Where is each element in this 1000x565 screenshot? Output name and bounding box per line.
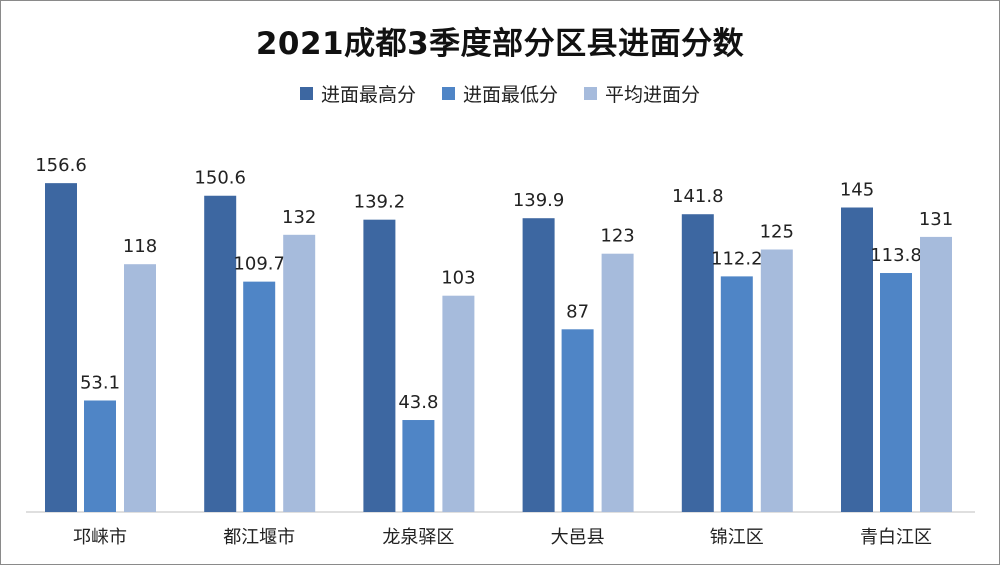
data-label-5-2: 131 xyxy=(919,209,953,230)
category-label-0: 邛崃市 xyxy=(73,527,127,548)
chart-title: 2021成都3季度部分区县进面分数 xyxy=(255,26,745,62)
bar-0-2 xyxy=(124,264,156,512)
legend-label-max: 进面最高分 xyxy=(320,84,416,106)
bar-2-1 xyxy=(402,420,435,512)
category-label-3: 大邑县 xyxy=(551,527,605,548)
data-label-4-1: 112.2 xyxy=(711,248,763,269)
legend-item-max: 进面最高分 xyxy=(299,80,416,107)
category-label-1: 都江堰市 xyxy=(223,527,295,548)
legend-swatch-max xyxy=(299,87,313,100)
data-label-2-0: 139.2 xyxy=(354,192,406,213)
bar-3-0 xyxy=(522,218,555,512)
bar-1-2 xyxy=(283,234,316,513)
bar-1-0 xyxy=(204,195,237,513)
data-label-1-1: 109.7 xyxy=(233,254,285,275)
bar-4-0 xyxy=(681,214,714,512)
data-label-0-2: 118 xyxy=(123,236,157,257)
data-label-4-2: 125 xyxy=(760,222,794,243)
legend-item-min: 进面最低分 xyxy=(441,80,558,107)
bar-2-2 xyxy=(442,295,475,512)
data-label-0-0: 156.6 xyxy=(35,155,87,176)
legend-swatch-min xyxy=(441,87,455,100)
legend-item-avg: 平均进面分 xyxy=(584,80,700,107)
bar-4-1 xyxy=(720,276,753,512)
data-label-3-1: 87 xyxy=(566,301,589,322)
data-label-5-0: 145 xyxy=(840,180,874,201)
category-label-2: 龙泉驿区 xyxy=(382,527,454,548)
data-label-3-2: 123 xyxy=(600,226,634,247)
data-label-2-2: 103 xyxy=(441,268,475,289)
data-label-4-0: 141.8 xyxy=(672,186,724,207)
data-label-1-0: 150.6 xyxy=(194,168,246,189)
data-label-2-1: 43.8 xyxy=(398,392,438,413)
bar-3-1 xyxy=(561,329,594,512)
legend-label-avg: 平均进面分 xyxy=(605,84,701,106)
data-label-0-1: 53.1 xyxy=(80,372,120,393)
bar-0-1 xyxy=(84,400,116,512)
legend-label-min: 进面最低分 xyxy=(462,84,558,106)
bar-5-1 xyxy=(880,273,912,512)
bar-4-2 xyxy=(760,249,793,512)
legend-swatch-avg xyxy=(584,87,597,100)
bar-0-0 xyxy=(45,183,77,512)
data-label-5-1: 113.8 xyxy=(870,245,922,266)
bar-5-0 xyxy=(841,207,873,512)
bar-5-2 xyxy=(920,236,952,512)
data-label-1-2: 132 xyxy=(282,207,316,228)
bar-1-1 xyxy=(243,281,276,512)
category-label-4: 锦江区 xyxy=(710,527,764,548)
category-label-5: 青白江区 xyxy=(860,527,932,548)
data-label-3-0: 139.9 xyxy=(513,190,565,211)
bar-2-0 xyxy=(363,219,396,512)
chart-legend: 进面最高分 进面最低分 平均进面分 xyxy=(0,80,1000,107)
bar-3-2 xyxy=(601,253,634,512)
